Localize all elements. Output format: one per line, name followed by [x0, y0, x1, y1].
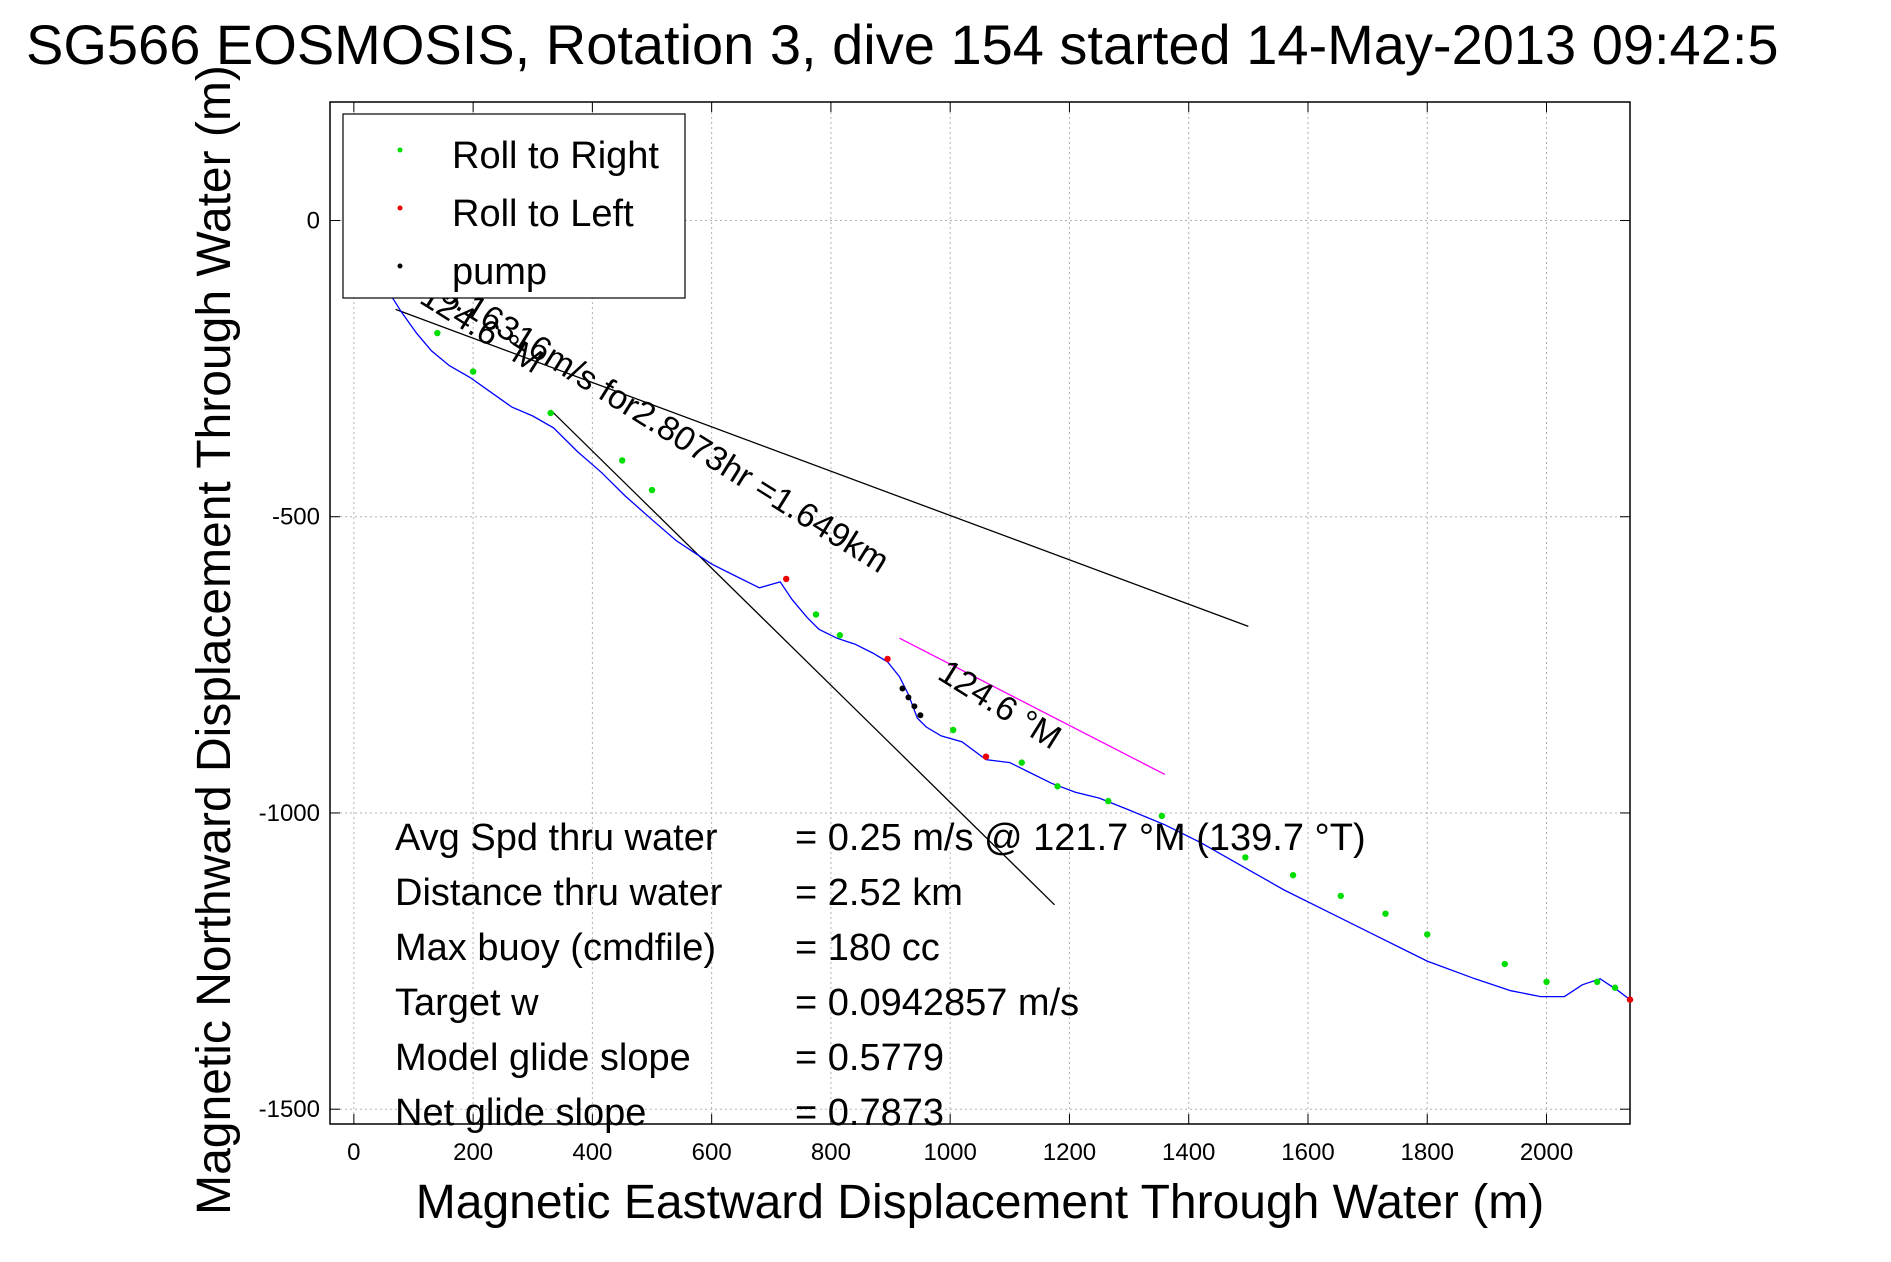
roll-right-point	[1337, 892, 1344, 900]
roll-right-point	[1611, 984, 1619, 991]
speed-label: 0.16316m/s for2.8073hr =1.649km	[434, 273, 896, 581]
x-tick-label: 1600	[1281, 1139, 1334, 1166]
x-tick-label: 1400	[1162, 1139, 1215, 1166]
legend-marker-roll-right	[397, 147, 403, 153]
roll-right-point	[1424, 931, 1431, 938]
stat-value-3: = 180 cc	[795, 927, 940, 969]
heading-label-2: 124.6 °M	[932, 653, 1068, 758]
y-tick-label: 0	[307, 207, 320, 234]
roll-right-point	[1018, 759, 1025, 766]
legend: Roll to Right Roll to Left pump	[342, 113, 686, 299]
roll-right-point	[648, 486, 656, 494]
stat-label-6: Net glide slope	[395, 1092, 646, 1134]
roll-right-point	[469, 368, 477, 375]
y-axis-label: Magnetic Northward Displacement Through …	[188, 65, 241, 1215]
roll-right-point	[1242, 854, 1249, 861]
stat-value-5: = 0.5779	[795, 1037, 944, 1079]
roll-left-point	[884, 655, 891, 663]
roll-left-point	[782, 575, 790, 583]
stat-value-2: = 2.52 km	[795, 872, 963, 914]
roll-right-point	[1158, 812, 1166, 820]
y-tick-label: -500	[272, 504, 320, 531]
stat-label-5: Model glide slope	[395, 1037, 691, 1079]
x-tick-label: 200	[453, 1139, 493, 1166]
dive-track	[342, 219, 1631, 1001]
pump-point	[905, 694, 912, 701]
track-line	[342, 219, 1631, 1001]
x-tick-label: 2000	[1520, 1139, 1573, 1166]
x-tick-label: 400	[572, 1139, 612, 1166]
roll-right-point	[836, 632, 844, 639]
roll-right-point	[1543, 978, 1550, 986]
x-tick-label: 1200	[1043, 1139, 1096, 1166]
x-tick-label: 600	[692, 1139, 732, 1166]
pump-point	[911, 703, 918, 710]
reference-line-2	[550, 409, 1055, 906]
plot-frame	[329, 101, 1631, 1125]
reference-lines	[395, 308, 1249, 906]
legend-label-pump: pump	[452, 251, 547, 293]
x-axis-label: Magnetic Eastward Displacement Through W…	[416, 1176, 1544, 1229]
stat-label-3: Max buoy (cmdfile)	[395, 927, 716, 969]
legend-label-roll-right: Roll to Right	[452, 135, 659, 177]
stat-label-1: Avg Spd thru water	[395, 817, 718, 859]
legend-marker-roll-left	[397, 205, 403, 211]
roll-left-point	[1626, 996, 1634, 1003]
pump-point	[917, 712, 924, 719]
chart-title: SG566 EOSMOSIS, Rotation 3, dive 154 sta…	[26, 13, 1779, 76]
roll-right-point	[434, 329, 441, 337]
reference-line-1	[395, 308, 1249, 627]
x-tick-label: 1000	[923, 1139, 976, 1166]
roll-right-point	[619, 457, 626, 464]
roll-right-point	[812, 611, 820, 618]
x-tick-label: 1800	[1401, 1139, 1454, 1166]
axis-ticks: 0 200 400 600 800 1000 1200 1400 1600 1800 2000 0 -5…	[259, 102, 1630, 1166]
stat-value-1: = 0.25 m/s @ 121.7 °M (139.7 °T)	[795, 817, 1366, 859]
roll-right-point	[949, 726, 957, 734]
roll-right-point	[1501, 960, 1508, 968]
roll-right-point	[1594, 978, 1601, 986]
y-tick-label: -1000	[259, 800, 320, 827]
stat-label-4: Target w	[395, 982, 539, 1024]
roll-right-point	[1105, 797, 1112, 805]
track-markers	[350, 252, 1634, 1003]
roll-right-point	[1382, 910, 1389, 917]
roll-right-point	[547, 409, 554, 417]
stat-value-4: = 0.0942857 m/s	[795, 982, 1079, 1024]
legend-label-roll-left: Roll to Left	[452, 193, 634, 235]
stats-block: Avg Spd thru water = 0.25 m/s @ 121.7 °M…	[395, 817, 1366, 1134]
x-tick-label: 0	[347, 1139, 360, 1166]
stat-value-6: = 0.7873	[795, 1092, 944, 1134]
reference-line-3	[899, 637, 1166, 776]
stat-label-2: Distance thru water	[395, 872, 723, 914]
pump-point	[899, 685, 906, 692]
x-tick-label: 800	[811, 1139, 851, 1166]
legend-marker-pump	[397, 263, 403, 269]
roll-left-point	[982, 753, 990, 760]
roll-right-point	[1289, 871, 1297, 879]
y-tick-label: -1500	[259, 1096, 320, 1123]
roll-right-point	[1054, 783, 1061, 790]
